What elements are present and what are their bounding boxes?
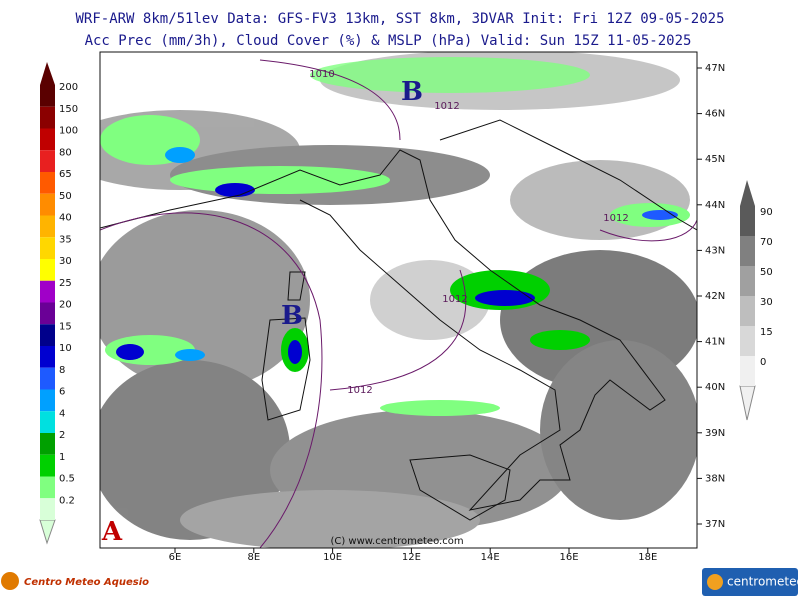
logo-text: Centro Meteo Aquesio <box>24 577 149 588</box>
legend-label: 150 <box>59 104 78 115</box>
legend-label: 2 <box>59 430 65 441</box>
legend-label: 15 <box>760 327 773 338</box>
legend-label: 10 <box>59 343 72 354</box>
legend-label: 90 <box>760 207 773 218</box>
lat-label: 39N <box>705 428 725 439</box>
legend-swatch <box>40 85 55 107</box>
legend-swatch <box>40 346 55 368</box>
legend-swatch <box>740 296 755 326</box>
low-pressure: B <box>281 301 303 331</box>
legend-label: 70 <box>760 237 773 248</box>
logo-right: centrometeo <box>702 568 800 596</box>
legend-swatch <box>740 206 755 236</box>
legend-label: 0 <box>760 357 766 368</box>
legend-label: 50 <box>59 191 72 202</box>
lon-label: 8E <box>247 552 260 563</box>
lon-label: 12E <box>402 552 421 563</box>
legend-label: 30 <box>760 297 773 308</box>
precip <box>100 57 690 416</box>
legend-swatch <box>40 433 55 455</box>
legend-swatch <box>740 326 755 356</box>
lat-label: 38N <box>705 473 725 484</box>
logo-left: Centro Meteo Aquesio <box>1 572 149 590</box>
isobar-label: 1012 <box>347 385 372 396</box>
legend-label: 0.2 <box>59 495 75 506</box>
legend-swatch <box>740 266 755 296</box>
legend-label: 200 <box>59 82 78 93</box>
coastlines <box>100 119 697 521</box>
legend-swatch <box>740 356 755 386</box>
legend-swatch <box>40 259 55 281</box>
lon-label: 16E <box>559 552 578 563</box>
map-frame <box>99 51 698 549</box>
lat-label: 42N <box>705 291 725 302</box>
legend-swatch <box>740 236 755 266</box>
lat-label: 40N <box>705 382 725 393</box>
legend-swatch <box>40 172 55 194</box>
isobar-label: 1012 <box>442 294 467 305</box>
legend-swatch <box>40 324 55 346</box>
legend-label: 4 <box>59 408 65 419</box>
legend-label: 25 <box>59 278 72 289</box>
legend-label: 50 <box>760 267 773 278</box>
legend-label: 30 <box>59 256 72 267</box>
isobar-label: 1012 <box>434 101 459 112</box>
legend-swatch <box>40 389 55 412</box>
legend-swatch <box>40 193 55 216</box>
legend-label: 6 <box>59 387 65 398</box>
lon-label: 10E <box>323 552 342 563</box>
lat-label: 43N <box>705 245 725 256</box>
axis-ticks: 47N 46N 45N 44N 43N 42N 41N 40N 39N 38N 37N 6E 8E 10E… <box>169 63 726 563</box>
legend-label: 8 <box>59 365 65 376</box>
legend-swatch <box>40 150 55 172</box>
isobars <box>100 59 697 548</box>
legend-label: 15 <box>59 321 72 332</box>
lat-label: 45N <box>705 154 725 165</box>
legend-swatch <box>40 128 55 151</box>
map-area: 1010 1012 1012 1012 1012 B B A (C) www.c… <box>99 51 698 549</box>
header-line: Acc Prec (mm/3h), Cloud Cover (%) & MSLP… <box>85 33 692 49</box>
isobar-label: 1012 <box>603 213 628 224</box>
cloud-cover <box>100 52 697 548</box>
lat-label: 37N <box>705 519 725 530</box>
legend-swatch <box>40 106 55 129</box>
high-pressure: A <box>101 517 123 547</box>
legend-swatch <box>40 302 55 325</box>
legend-label: 35 <box>59 234 72 245</box>
logo-text: centrometeo <box>727 575 800 589</box>
legend-swatch <box>40 454 55 477</box>
lat-label: 41N <box>705 337 725 348</box>
lon-label: 6E <box>169 552 182 563</box>
lon-label: 14E <box>481 552 500 563</box>
low-pressure: B <box>401 77 423 107</box>
legend-label: 0.5 <box>59 474 75 485</box>
legend-swatch <box>40 411 55 433</box>
lat-label: 46N <box>705 109 725 120</box>
legend-label: 100 <box>59 126 78 137</box>
legend-swatch <box>40 476 55 499</box>
legend-label: 20 <box>59 300 72 311</box>
header-line: WRF-ARW 8km/51lev Data: GFS-FV3 13km, SS… <box>75 11 724 27</box>
legend-swatch <box>40 280 55 303</box>
precip-legend: 200 150 100 80 65 50 40 35 30 25 20 15 10 8 6 4 2 1 0.5 0.2 <box>39 62 78 545</box>
legend-swatch <box>40 237 55 259</box>
cloud-legend: 90 70 50 30 15 0 <box>739 180 773 421</box>
isobar-label: 1010 <box>309 69 334 80</box>
legend-swatch <box>40 498 55 520</box>
lat-label: 47N <box>705 63 725 74</box>
legend-label: 40 <box>59 213 72 224</box>
legend-label: 1 <box>59 452 65 463</box>
copyright: (C) www.centrometeo.com <box>330 536 463 547</box>
legend-swatch <box>40 367 55 390</box>
legend-swatch <box>40 215 55 238</box>
legend-label: 80 <box>59 147 72 158</box>
lon-label: 18E <box>638 552 657 563</box>
lat-label: 44N <box>705 200 725 211</box>
legend-label: 65 <box>59 169 72 180</box>
